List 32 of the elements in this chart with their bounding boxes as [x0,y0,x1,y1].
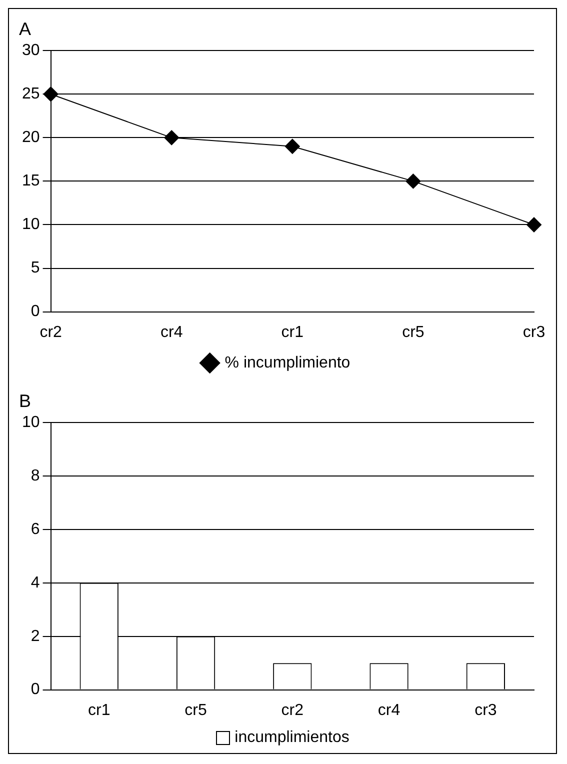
y-tick-label: 10 [22,216,40,234]
y-tick-label: 0 [30,303,40,320]
x-tick-label: cr2 [281,702,304,719]
point [164,130,180,146]
y-tick-label: 0 [30,681,40,698]
y-tick-label: 2 [30,628,40,645]
y-tick-label: 8 [30,467,40,484]
chart-title: A [19,18,32,39]
x-tick-label: cr3 [522,324,546,341]
y-tick-label: 20 [22,129,40,146]
y-tick-label: 6 [30,520,40,538]
x-tick-label: cr2 [40,324,62,341]
x-tick-label: cr1 [88,702,110,719]
y-tick-label: 10 [22,414,40,432]
x-tick-label: cr4 [378,702,400,719]
point [526,217,542,232]
point [43,86,58,102]
x-tick-label: cr5 [402,324,424,341]
y-tick-label: 30 [22,42,40,60]
x-tick-label: cr1 [281,324,304,341]
y-tick-label: 25 [22,86,40,103]
point [284,138,300,154]
y-tick-label: 15 [22,172,40,190]
x-tick-label: cr3 [474,702,497,719]
x-tick-label: cr5 [184,702,207,719]
x-tick-label: cr4 [160,324,183,341]
chart-title: B [19,390,32,411]
text: incumplimientos [234,729,350,747]
legend-label: % incumplimiento [224,354,350,372]
y-tick-label: 4 [30,574,40,592]
point [406,174,421,189]
y-tick-label: 5 [30,260,40,277]
